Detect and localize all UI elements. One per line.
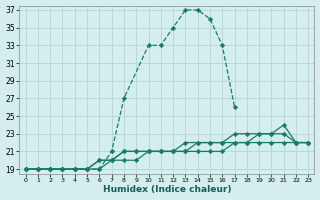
X-axis label: Humidex (Indice chaleur): Humidex (Indice chaleur)	[103, 185, 231, 194]
